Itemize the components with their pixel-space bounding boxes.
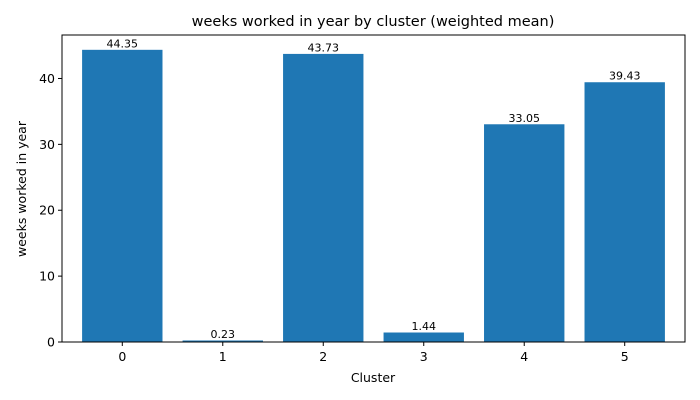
chart-title: weeks worked in year by cluster (weighte… bbox=[192, 14, 555, 30]
x-tick-label: 3 bbox=[420, 349, 428, 364]
y-tick-label: 30 bbox=[39, 137, 55, 152]
plot-frame bbox=[61, 34, 686, 343]
data-label-cluster-0: 44.35 bbox=[107, 37, 139, 50]
data-label-cluster-4: 33.05 bbox=[508, 112, 540, 125]
x-axis-ticks: 0 1 2 3 4 5 bbox=[118, 342, 629, 364]
y-tick-label: 40 bbox=[39, 71, 55, 86]
y-tick-label: 0 bbox=[47, 335, 55, 350]
bar-cluster-3 bbox=[383, 332, 464, 342]
bar-cluster-2 bbox=[283, 53, 364, 342]
x-tick-label: 5 bbox=[621, 349, 629, 364]
data-label-cluster-3: 1.44 bbox=[411, 320, 436, 333]
bars-layer bbox=[82, 49, 665, 343]
y-axis-ticks: 0 10 20 30 40 bbox=[39, 71, 62, 350]
x-axis-label: Cluster bbox=[351, 370, 396, 385]
x-tick-label: 1 bbox=[219, 349, 227, 364]
y-axis-label: weeks worked in year bbox=[14, 120, 29, 257]
x-tick-label: 0 bbox=[118, 349, 126, 364]
y-tick-label: 20 bbox=[39, 203, 55, 218]
x-tick-label: 2 bbox=[319, 349, 327, 364]
data-label-cluster-5: 39.43 bbox=[609, 70, 641, 83]
bar-cluster-0 bbox=[82, 49, 163, 342]
bar-cluster-5 bbox=[584, 82, 665, 343]
data-labels-layer: 44.35 0.23 43.73 1.44 33.05 39.43 bbox=[107, 37, 641, 341]
data-label-cluster-1: 0.23 bbox=[211, 328, 236, 341]
bar-cluster-4 bbox=[484, 124, 565, 343]
bar-cluster-1 bbox=[182, 340, 263, 342]
x-tick-label: 4 bbox=[520, 349, 528, 364]
y-tick-label: 10 bbox=[39, 269, 55, 284]
data-label-cluster-2: 43.73 bbox=[308, 41, 340, 54]
